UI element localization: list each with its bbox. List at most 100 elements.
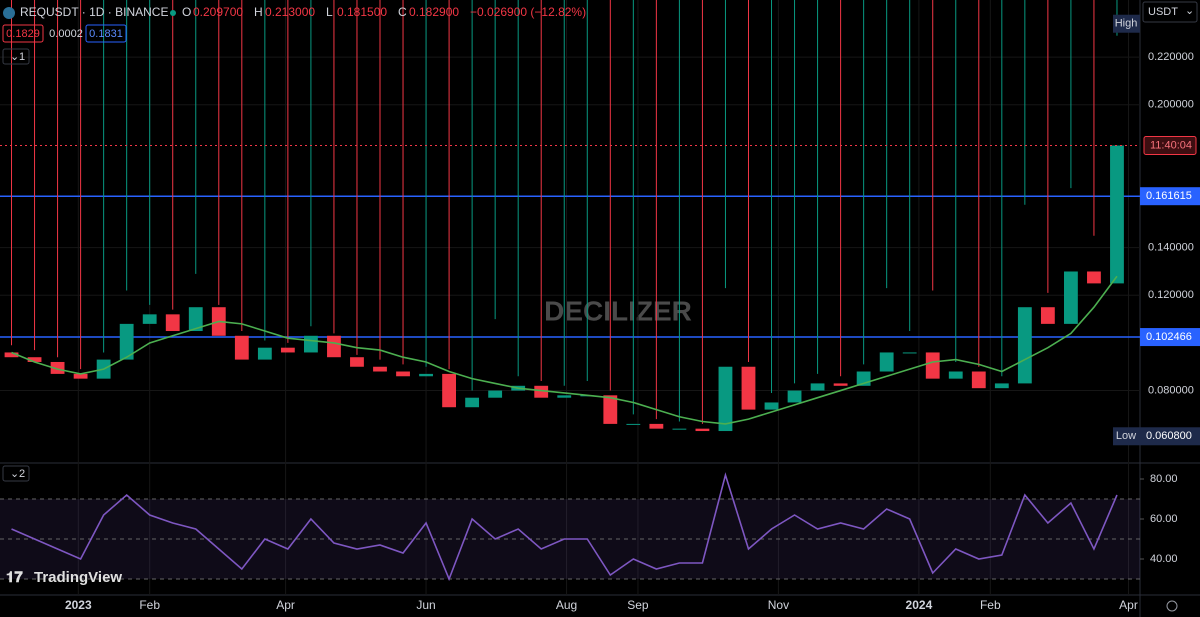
x-tick-label: Feb xyxy=(980,598,1001,612)
candle-body xyxy=(234,335,249,360)
candle-body xyxy=(603,395,618,424)
candle-body xyxy=(488,390,503,398)
ohlc-value: 0.213000 xyxy=(265,5,315,19)
candle-body xyxy=(373,366,387,372)
candle-body xyxy=(257,347,272,360)
candle-body xyxy=(695,428,710,432)
logo-mark: 𝟏𝟕 xyxy=(6,569,23,586)
ohlc-key: C xyxy=(398,5,407,19)
candle-body xyxy=(764,402,779,410)
candle-body xyxy=(465,397,480,408)
ohlc-value: 0.182900 xyxy=(409,5,459,19)
pane-number: 1 xyxy=(19,51,25,63)
y-tick-label: 60.00 xyxy=(1150,513,1178,525)
low-value: 0.060800 xyxy=(1146,430,1192,442)
ohlc-value: 0.209700 xyxy=(193,5,243,19)
pane-number: 2 xyxy=(19,468,25,480)
candle-body xyxy=(27,357,42,362)
y-tick-label: 0.140000 xyxy=(1148,242,1194,254)
x-tick-label: Aug xyxy=(556,598,577,612)
candle-body xyxy=(1040,307,1055,324)
x-tick-label: 2024 xyxy=(906,598,933,612)
y-tick-label: 0.120000 xyxy=(1148,289,1194,301)
ohlc-key: H xyxy=(254,5,263,19)
candle-body xyxy=(350,357,364,367)
x-tick-label: Nov xyxy=(768,598,789,612)
candle-body xyxy=(165,314,180,332)
candle-body xyxy=(442,373,456,408)
chevron: ⌄ xyxy=(10,51,19,63)
candle-body xyxy=(534,385,549,398)
low-tag xyxy=(1113,427,1200,446)
candle-body xyxy=(396,371,410,377)
candle-body xyxy=(557,395,572,398)
candle-body xyxy=(649,423,664,429)
candle-body xyxy=(1087,271,1101,284)
candle-body xyxy=(672,428,687,430)
countdown-tag xyxy=(1143,136,1197,156)
candle-body xyxy=(971,371,986,389)
level-label: 0.161615 xyxy=(1146,190,1192,202)
symbol: REQUSDT · 1D · BINANCE xyxy=(20,5,168,19)
candle-body xyxy=(626,423,641,425)
brand: TradingView xyxy=(34,569,122,586)
candle-body xyxy=(833,383,848,386)
spread: 0.0002 xyxy=(49,28,83,40)
bid-box[interactable] xyxy=(2,24,44,43)
rsi-line xyxy=(11,472,1118,582)
candle-body xyxy=(787,390,802,403)
ohlc-value: 0.181500 xyxy=(337,5,387,19)
y-tick-label: 80.00 xyxy=(1150,473,1178,485)
currency-button[interactable] xyxy=(1142,1,1198,23)
ask-box[interactable] xyxy=(85,24,127,43)
dropdown-icon: ⌄ xyxy=(1185,5,1194,17)
countdown: 11:40:04 xyxy=(1150,139,1192,151)
ohlc-key: L xyxy=(326,5,333,19)
candle-body xyxy=(902,352,917,354)
candle-body xyxy=(1110,145,1124,284)
y-tick-label: 0.200000 xyxy=(1148,99,1194,111)
candle-body xyxy=(142,314,157,324)
candle-body xyxy=(50,361,65,374)
candle-body xyxy=(718,366,733,432)
candle-body xyxy=(304,335,318,353)
candle-body xyxy=(419,373,433,377)
pane-toggle[interactable] xyxy=(2,48,30,65)
candle-body xyxy=(1064,271,1078,324)
level-tag xyxy=(1140,187,1200,206)
candle-body xyxy=(994,383,1009,389)
change: −0.026900 (−12.82%) xyxy=(470,5,586,19)
high-tag xyxy=(1113,14,1140,33)
candle-body xyxy=(280,347,295,353)
x-tick-label: Apr xyxy=(1119,598,1138,612)
candle-body xyxy=(1017,307,1032,384)
y-tick-label: 40.00 xyxy=(1150,553,1178,565)
level-label: 0.102466 xyxy=(1146,331,1192,343)
ask: 0.1831 xyxy=(89,28,123,40)
candle-body xyxy=(119,323,134,360)
candle-body xyxy=(810,383,825,391)
x-tick-label: Feb xyxy=(139,598,160,612)
settings-icon[interactable] xyxy=(1166,600,1178,612)
high-label: High xyxy=(1115,18,1138,30)
pane-toggle[interactable] xyxy=(2,465,30,482)
status-dot xyxy=(170,10,176,16)
y-tick-label: 0.220000 xyxy=(1148,51,1194,63)
candle-body xyxy=(948,371,963,379)
candle-body xyxy=(879,352,894,372)
candle-body xyxy=(73,373,88,379)
candle-body xyxy=(925,352,940,379)
candle-body xyxy=(741,366,756,410)
x-tick-label: 2023 xyxy=(65,598,92,612)
candle-body xyxy=(327,335,341,358)
watermark: DECILIZER xyxy=(544,295,692,326)
moving-average xyxy=(11,275,1118,425)
y-tick-label: 0.080000 xyxy=(1148,384,1194,396)
currency: USDT xyxy=(1148,6,1178,18)
level-tag xyxy=(1140,328,1200,347)
ohlc-key: O xyxy=(182,5,191,19)
low-label: Low xyxy=(1116,430,1136,442)
